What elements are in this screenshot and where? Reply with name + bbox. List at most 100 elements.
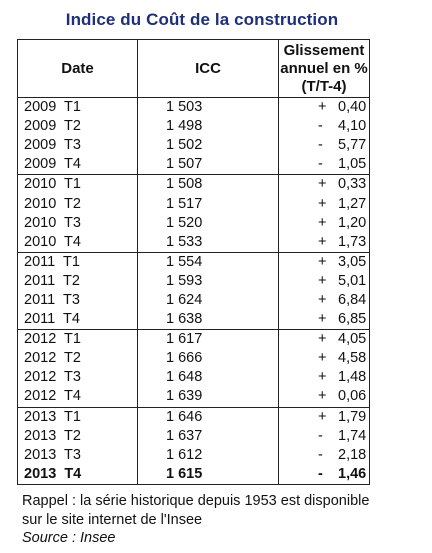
variation-value: 0,40 <box>338 99 367 116</box>
date-cell: 2012 T3 <box>17 368 138 388</box>
table-row: 2013 T4 1 615 -1,46 <box>17 464 370 485</box>
date-cell: 2010 T4 <box>17 232 138 253</box>
table-row: 2013 T3 1 612 -2,18 <box>17 445 370 465</box>
variation-cell: +4,05 <box>278 329 370 350</box>
date-cell: 2013 T4 <box>17 464 138 485</box>
icc-cell: 1 615 <box>137 464 279 485</box>
date-cell: 2012 T1 <box>17 329 138 350</box>
column-header-icc: ICC <box>137 39 279 98</box>
icc-value: 1 502 <box>166 137 203 154</box>
variation-sign: + <box>318 388 327 405</box>
variation-sign: + <box>318 331 327 348</box>
table-row: 2009 T1 1 503 +0,40 <box>17 97 370 118</box>
date-value: 2013 T4 <box>24 465 82 482</box>
variation-value: 6,85 <box>338 311 367 328</box>
icc-cell: 1 639 <box>137 387 279 407</box>
variation-cell: +1,79 <box>278 406 370 427</box>
icc-value: 1 508 <box>166 176 203 193</box>
icc-cell: 1 612 <box>137 445 279 465</box>
date-value: 2010 T2 <box>24 195 81 212</box>
variation-header-line: annuel en % <box>280 59 368 77</box>
date-value: 2011 T1 <box>24 253 80 270</box>
variation-sign: + <box>318 253 327 270</box>
date-cell: 2011 T2 <box>17 271 138 291</box>
icc-value: 1 498 <box>166 118 203 135</box>
table-row: 2012 T1 1 617 +4,05 <box>17 329 370 350</box>
variation-sign: - <box>318 137 323 154</box>
icc-value: 1 593 <box>166 272 203 289</box>
variation-cell: +6,85 <box>278 310 370 330</box>
variation-cell: -4,10 <box>278 117 370 137</box>
variation-value: 1,27 <box>338 195 367 212</box>
icc-value: 1 615 <box>166 465 203 482</box>
variation-sign: - <box>318 156 323 173</box>
variation-sign: - <box>318 465 323 482</box>
table-row: 2011 T4 1 638 +6,85 <box>17 310 370 330</box>
icc-value: 1 666 <box>166 350 203 367</box>
table-header: Date ICC Glissement annuel en % (T/T-4) <box>17 39 370 98</box>
icc-cell: 1 648 <box>137 368 279 388</box>
date-value: 2013 T1 <box>24 408 81 425</box>
date-value: 2011 T2 <box>24 272 80 289</box>
note-line: sur le site internet de l'Insee <box>22 512 203 528</box>
variation-sign: - <box>318 427 323 444</box>
icc-value: 1 624 <box>166 291 203 308</box>
table-row: 2009 T3 1 502 -5,77 <box>17 136 370 156</box>
date-cell: 2011 T4 <box>17 310 138 330</box>
variation-value: 0,33 <box>338 176 367 193</box>
variation-value: 5,77 <box>338 137 367 154</box>
variation-value: 3,05 <box>338 253 367 270</box>
icc-cell: 1 624 <box>137 290 279 311</box>
icc-value: 1 554 <box>166 253 203 270</box>
date-value: 2012 T4 <box>24 388 81 405</box>
variation-cell: +1,73 <box>278 232 370 253</box>
variation-sign: + <box>318 272 327 289</box>
date-cell: 2009 T4 <box>17 155 138 175</box>
table-row: 2011 T3 1 624 +6,84 <box>17 290 370 311</box>
variation-value: 4,58 <box>338 350 367 367</box>
variation-cell: -2,18 <box>278 445 370 465</box>
date-value: 2010 T3 <box>24 214 81 231</box>
variation-sign: + <box>318 350 327 367</box>
table-row: 2011 T1 1 554 +3,05 <box>17 251 370 272</box>
date-cell: 2013 T2 <box>17 426 138 446</box>
date-cell: 2012 T4 <box>17 387 138 407</box>
date-value: 2010 T4 <box>24 233 81 250</box>
table-row: 2010 T2 1 517 +1,27 <box>17 194 370 214</box>
variation-sign: + <box>318 291 327 308</box>
date-cell: 2009 T3 <box>17 136 138 156</box>
variation-cell: -1,05 <box>278 155 370 175</box>
date-value: 2010 T1 <box>24 176 81 193</box>
date-value: 2009 T2 <box>24 118 81 135</box>
variation-sign: + <box>318 233 327 250</box>
variation-cell: -1,46 <box>278 464 370 485</box>
variation-cell: +3,05 <box>278 251 370 272</box>
variation-header-line: Glissement <box>283 41 365 59</box>
variation-cell: +4,58 <box>278 349 370 369</box>
icc-cell: 1 508 <box>137 174 279 195</box>
date-value: 2013 T2 <box>24 427 81 444</box>
icc-cell: 1 666 <box>137 349 279 369</box>
date-cell: 2010 T1 <box>17 174 138 195</box>
table-row: 2010 T1 1 508 +0,33 <box>17 174 370 195</box>
icc-cell: 1 617 <box>137 329 279 350</box>
variation-sign: + <box>318 195 327 212</box>
date-value: 2011 T3 <box>24 291 80 308</box>
note-line: Rappel : la série historique depuis 1953… <box>22 493 370 509</box>
icc-cell: 1 646 <box>137 406 279 427</box>
date-value: 2009 T3 <box>24 137 81 154</box>
variation-cell: +1,20 <box>278 213 370 233</box>
table-row: 2012 T3 1 648 +1,48 <box>17 368 370 388</box>
variation-sign: - <box>318 118 323 135</box>
variation-value: 1,73 <box>338 233 367 250</box>
icc-value: 1 617 <box>166 331 203 348</box>
variation-value: 1,79 <box>338 408 367 425</box>
date-cell: 2011 T3 <box>17 290 138 311</box>
variation-value: 0,06 <box>338 388 367 405</box>
icc-value: 1 637 <box>166 427 203 444</box>
table-row: 2009 T2 1 498 -4,10 <box>17 117 370 137</box>
date-value: 2012 T3 <box>24 369 81 386</box>
icc-value: 1 533 <box>166 233 203 250</box>
icc-cell: 1 637 <box>137 426 279 446</box>
variation-value: 4,10 <box>338 118 367 135</box>
